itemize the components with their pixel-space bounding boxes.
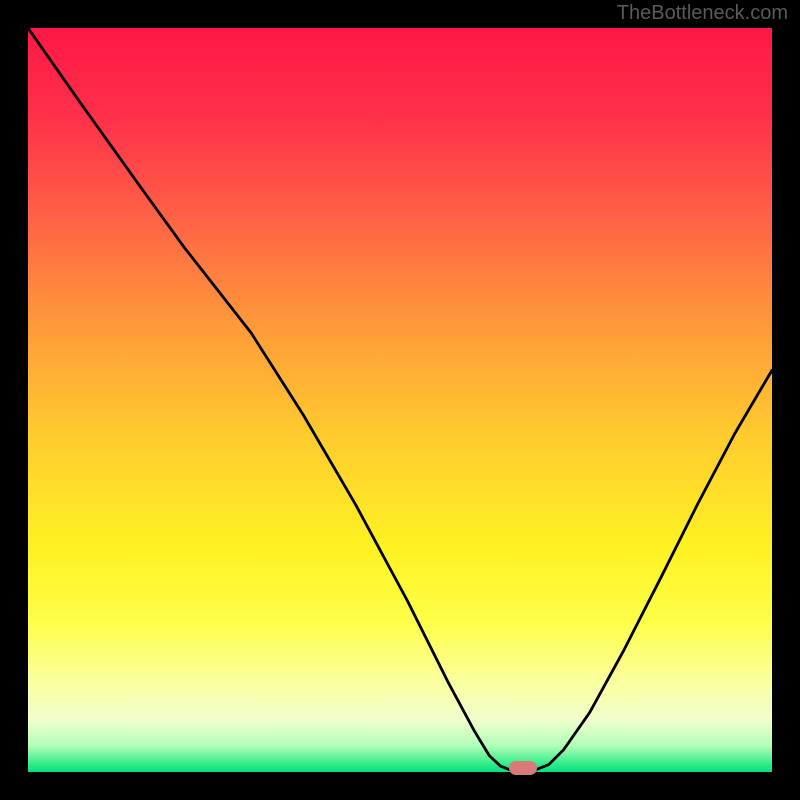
bottleneck-curve <box>28 28 772 772</box>
attribution-text: TheBottleneck.com <box>617 2 788 25</box>
optimum-marker <box>509 761 537 775</box>
plot-frame <box>28 28 772 772</box>
plot-inner <box>28 28 772 772</box>
